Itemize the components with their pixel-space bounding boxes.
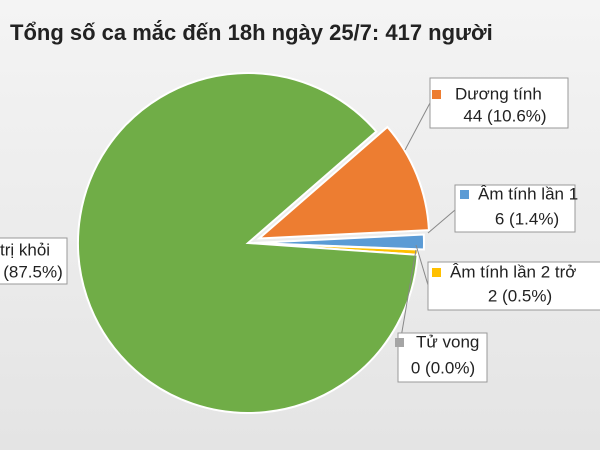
slice-value: 0 (0.0%) xyxy=(411,358,475,377)
slice-name: trị khỏi xyxy=(0,240,50,259)
chart-title: Tổng số ca mắc đến 18h ngày 25/7: 417 ng… xyxy=(10,20,493,45)
pie-slice xyxy=(256,125,430,240)
legend-key xyxy=(432,268,441,277)
label-box xyxy=(427,261,600,311)
legend-key xyxy=(395,338,404,347)
label-box xyxy=(397,332,488,383)
legend-key xyxy=(460,190,469,199)
leader-line xyxy=(415,244,429,286)
slice-value: (87.5%) xyxy=(3,262,63,281)
pie-slice xyxy=(77,72,419,414)
leader-line xyxy=(427,209,456,234)
slice-name: Âm tính lần 1 xyxy=(478,184,578,203)
slice-value: 6 (1.4%) xyxy=(495,209,559,228)
label-box xyxy=(429,77,569,129)
slice-value: 2 (0.5%) xyxy=(488,286,552,305)
slice-name: Dương tính xyxy=(455,84,542,103)
label-box xyxy=(454,184,576,233)
leader-line xyxy=(404,102,431,151)
slice-name: Âm tính lần 2 trở xyxy=(450,262,576,281)
label-box xyxy=(0,237,68,285)
legend-key xyxy=(432,90,441,99)
slice-value: 44 (10.6%) xyxy=(463,106,546,125)
pie-slice xyxy=(253,233,425,251)
slice-name: Tử vong xyxy=(416,332,479,351)
